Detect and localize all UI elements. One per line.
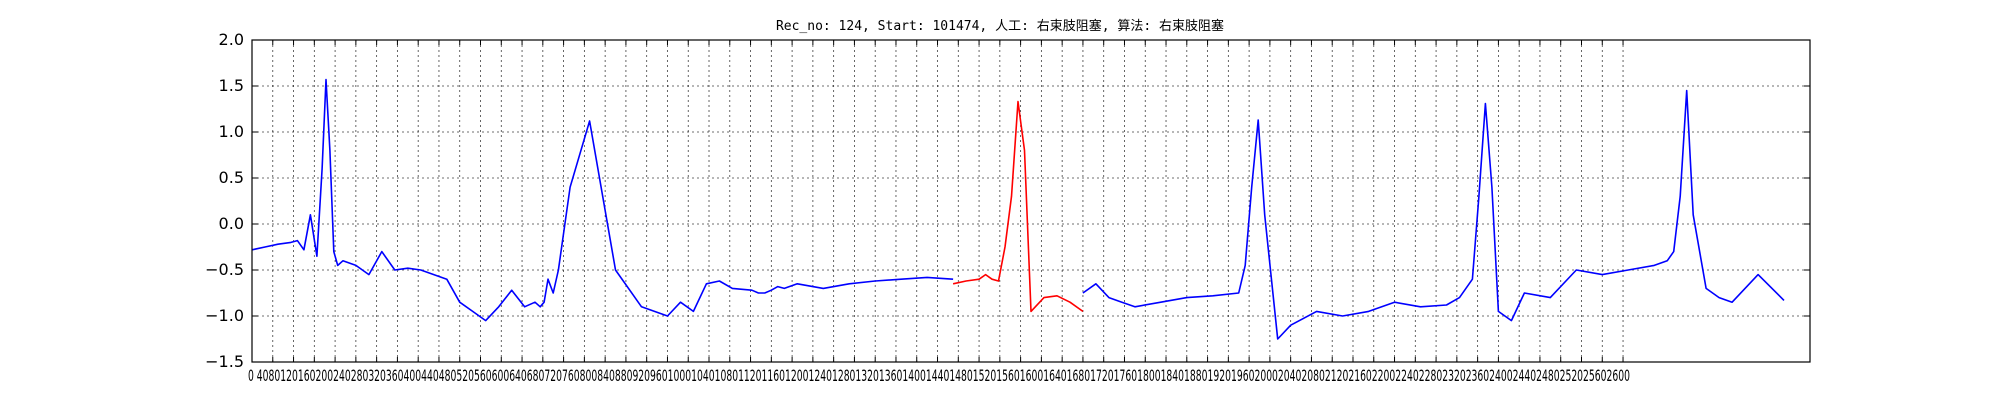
- x-tick-label: 2600: [1607, 366, 1630, 385]
- x-tick-label: 1000: [668, 366, 691, 385]
- x-tick-label: 640: [509, 366, 527, 385]
- x-tick-label: 720: [544, 366, 562, 385]
- y-tick-label: −0.5: [205, 260, 244, 279]
- x-tick-label: 1400: [902, 366, 925, 385]
- x-tick-label: 1480: [949, 366, 972, 385]
- x-tick-label: 800: [580, 366, 598, 385]
- x-tick-label: 1160: [762, 366, 785, 385]
- x-tick-label: 2240: [1395, 366, 1418, 385]
- y-tick-label: 1.0: [219, 122, 244, 141]
- series-line-signal-continued: [1082, 89, 1785, 340]
- y-tick-label: −1.5: [205, 352, 244, 371]
- x-tick-label: 1440: [926, 366, 949, 385]
- x-tick-label: 1320: [855, 366, 878, 385]
- x-tick-label: 1360: [879, 366, 902, 385]
- y-tick-label: 0.0: [219, 214, 244, 233]
- y-axis: −1.5 −1.0 −0.5 0.0 0.5 1.0 1.5 2.0: [205, 30, 1810, 371]
- x-tick-label: 2200: [1372, 366, 1395, 385]
- grid-layer: [252, 40, 1810, 362]
- x-tick-label: 1720: [1090, 366, 1113, 385]
- x-tick-labels: 0 40801201602002402803203604004404805205…: [248, 366, 1630, 385]
- x-tick-label: 1640: [1043, 366, 1066, 385]
- x-tick-label: 1600: [1020, 366, 1043, 385]
- x-tick-label: 2000: [1254, 366, 1277, 385]
- x-tick-label: 320: [368, 366, 386, 385]
- x-tick-label: 2280: [1419, 366, 1442, 385]
- x-tick-label: 1280: [832, 366, 855, 385]
- x-tick-label: 160: [298, 366, 316, 385]
- series-line-signal: [251, 78, 954, 322]
- y-tick-label: 0.5: [219, 168, 244, 187]
- x-tick-label: 600: [492, 366, 510, 385]
- chart-title: Rec_no: 124, Start: 101474, 人工: 右束肢阻塞, 算…: [776, 18, 1224, 34]
- x-tick-label: 2160: [1348, 366, 1371, 385]
- x-tick-label: 4080: [254, 366, 280, 385]
- x-tick-label: 920: [632, 366, 650, 385]
- x-tick-label: 360: [386, 366, 404, 385]
- x-tick-label: 960: [650, 366, 668, 385]
- x-tick-label: 1680: [1067, 366, 1090, 385]
- plot-frame: [251, 39, 1811, 363]
- x-tick-label: 2320: [1442, 366, 1465, 385]
- x-tick-label: 240: [333, 366, 351, 385]
- x-tick-label: 2440: [1513, 366, 1536, 385]
- x-tick-label: 1120: [738, 366, 761, 385]
- x-tick-label: 880: [615, 366, 633, 385]
- x-tick-label: 1200: [785, 366, 808, 385]
- x-tick-label: 480: [439, 366, 457, 385]
- y-tick-label: −1.0: [205, 306, 244, 325]
- x-tick-label: 1240: [808, 366, 831, 385]
- x-tick-label: 2120: [1325, 366, 1348, 385]
- x-tick-label: 680: [527, 366, 545, 385]
- x-axis: 0 40801201602002402803203604004404805205…: [248, 40, 1630, 385]
- x-tick-label: 1800: [1137, 366, 1160, 385]
- x-tick-label: 2520: [1560, 366, 1583, 385]
- x-tick-label: 1840: [1161, 366, 1184, 385]
- x-tick-label: 520: [456, 366, 474, 385]
- x-tick-label: 760: [562, 366, 580, 385]
- x-tick-label: 2400: [1489, 366, 1512, 385]
- y-tick-label: 1.5: [219, 76, 244, 95]
- x-tick-label: 1080: [715, 366, 738, 385]
- x-tick-label: 1920: [1208, 366, 1231, 385]
- x-tick-label: 1040: [691, 366, 714, 385]
- x-tick-label: 440: [421, 366, 439, 385]
- x-tick-label: 120: [280, 366, 298, 385]
- x-tick-label: 1560: [996, 366, 1019, 385]
- x-tick-label: 400: [404, 366, 422, 385]
- x-tick-label: 1880: [1184, 366, 1207, 385]
- x-tick-label: 2560: [1583, 366, 1606, 385]
- x-tick-label: 2360: [1466, 366, 1489, 385]
- x-tick-label: 1760: [1114, 366, 1137, 385]
- series-layer: [251, 78, 1785, 340]
- x-tick-label: 560: [474, 366, 492, 385]
- x-tick-label: 840: [597, 366, 615, 385]
- x-tick-label: 200: [315, 366, 333, 385]
- x-tick-label: 2480: [1536, 366, 1559, 385]
- series-line-highlight: [952, 100, 1084, 313]
- y-tick-label: 2.0: [219, 30, 244, 49]
- x-tick-label: 2040: [1278, 366, 1301, 385]
- x-tick-label: 0: [248, 366, 254, 385]
- x-tick-label: 280: [351, 366, 369, 385]
- x-tick-label: 1520: [973, 366, 996, 385]
- x-tick-label: 2080: [1301, 366, 1324, 385]
- x-tick-label: 1960: [1231, 366, 1254, 385]
